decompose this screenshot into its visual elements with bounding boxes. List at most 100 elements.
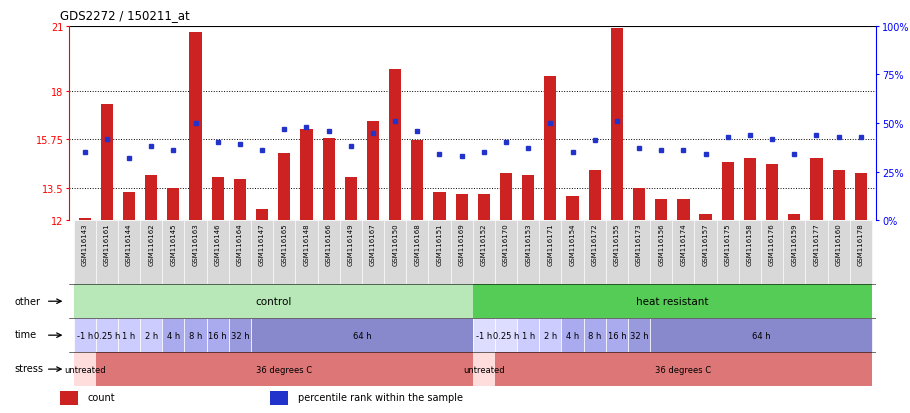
- Bar: [784, 221, 805, 285]
- Text: untreated: untreated: [463, 365, 505, 374]
- Bar: [234, 180, 246, 221]
- Text: -1 h: -1 h: [476, 331, 492, 340]
- Text: percentile rank within the sample: percentile rank within the sample: [298, 392, 463, 402]
- Bar: [655, 199, 667, 221]
- Text: GSM116147: GSM116147: [259, 223, 265, 265]
- Bar: [473, 352, 495, 386]
- Text: GSM116167: GSM116167: [370, 223, 376, 265]
- Bar: [766, 165, 778, 221]
- Bar: [478, 195, 490, 221]
- Text: -1 h: -1 h: [76, 331, 93, 340]
- Text: stress: stress: [15, 363, 44, 373]
- Bar: [833, 171, 844, 221]
- Bar: [228, 221, 251, 285]
- Bar: [628, 221, 650, 285]
- Bar: [278, 154, 290, 221]
- Bar: [322, 139, 335, 221]
- Bar: [140, 318, 162, 352]
- Bar: [78, 218, 91, 221]
- Bar: [318, 221, 339, 285]
- Bar: [362, 221, 384, 285]
- Text: 36 degrees C: 36 degrees C: [655, 365, 712, 374]
- Text: GSM116176: GSM116176: [769, 223, 775, 265]
- Bar: [74, 221, 96, 285]
- Bar: [273, 221, 296, 285]
- Bar: [811, 158, 823, 221]
- Text: 64 h: 64 h: [752, 331, 771, 340]
- Bar: [540, 318, 561, 352]
- Bar: [788, 214, 801, 221]
- Text: GSM116165: GSM116165: [281, 223, 288, 265]
- Text: GSM116173: GSM116173: [636, 223, 642, 265]
- Bar: [672, 221, 694, 285]
- Bar: [583, 221, 606, 285]
- Text: GSM116145: GSM116145: [170, 223, 177, 265]
- Text: 32 h: 32 h: [230, 331, 249, 340]
- Text: count: count: [87, 392, 116, 402]
- Bar: [495, 352, 872, 386]
- Text: untreated: untreated: [64, 365, 106, 374]
- Bar: [495, 221, 517, 285]
- Bar: [450, 221, 473, 285]
- Bar: [606, 221, 628, 285]
- Text: 16 h: 16 h: [208, 331, 227, 340]
- Bar: [561, 318, 583, 352]
- Bar: [140, 221, 162, 285]
- Text: GSM116146: GSM116146: [215, 223, 221, 265]
- Bar: [761, 221, 784, 285]
- Text: GSM116172: GSM116172: [592, 223, 598, 265]
- Bar: [339, 221, 362, 285]
- Text: GSM116150: GSM116150: [392, 223, 399, 265]
- Text: GSM116151: GSM116151: [437, 223, 442, 265]
- Text: GSM116178: GSM116178: [858, 223, 864, 265]
- Bar: [677, 199, 690, 221]
- Bar: [606, 318, 628, 352]
- Bar: [500, 173, 512, 221]
- Bar: [251, 221, 273, 285]
- Text: GSM116171: GSM116171: [547, 223, 553, 265]
- Bar: [228, 318, 251, 352]
- Bar: [517, 318, 540, 352]
- Text: 16 h: 16 h: [608, 331, 626, 340]
- Text: GSM116168: GSM116168: [414, 223, 420, 265]
- Text: 1 h: 1 h: [521, 331, 535, 340]
- Bar: [611, 29, 623, 221]
- Text: GSM116143: GSM116143: [82, 223, 87, 265]
- Bar: [633, 188, 645, 221]
- Bar: [74, 285, 473, 318]
- Bar: [300, 130, 312, 221]
- Bar: [101, 104, 113, 221]
- Text: 1 h: 1 h: [123, 331, 136, 340]
- Bar: [717, 221, 739, 285]
- Bar: [384, 221, 406, 285]
- Bar: [411, 141, 423, 221]
- Bar: [854, 173, 867, 221]
- Text: 0.25 h: 0.25 h: [493, 331, 520, 340]
- Text: GSM116148: GSM116148: [303, 223, 309, 265]
- Bar: [694, 221, 717, 285]
- Bar: [123, 192, 135, 221]
- Bar: [96, 318, 118, 352]
- Bar: [207, 221, 228, 285]
- Bar: [207, 318, 228, 352]
- Text: GSM116159: GSM116159: [792, 223, 797, 265]
- Bar: [522, 176, 534, 221]
- Bar: [296, 221, 318, 285]
- Text: GSM116170: GSM116170: [503, 223, 509, 265]
- Text: 0.25 h: 0.25 h: [94, 331, 120, 340]
- Text: GSM116175: GSM116175: [724, 223, 731, 265]
- Bar: [495, 318, 517, 352]
- Bar: [429, 221, 450, 285]
- Bar: [589, 171, 601, 221]
- Text: GSM116153: GSM116153: [525, 223, 531, 265]
- Text: 8 h: 8 h: [588, 331, 602, 340]
- Bar: [189, 33, 202, 221]
- Bar: [628, 318, 650, 352]
- Bar: [473, 318, 495, 352]
- Bar: [827, 221, 850, 285]
- Text: GSM116144: GSM116144: [126, 223, 132, 265]
- Bar: [700, 214, 712, 221]
- Bar: [256, 210, 268, 221]
- Bar: [473, 285, 872, 318]
- Bar: [162, 318, 185, 352]
